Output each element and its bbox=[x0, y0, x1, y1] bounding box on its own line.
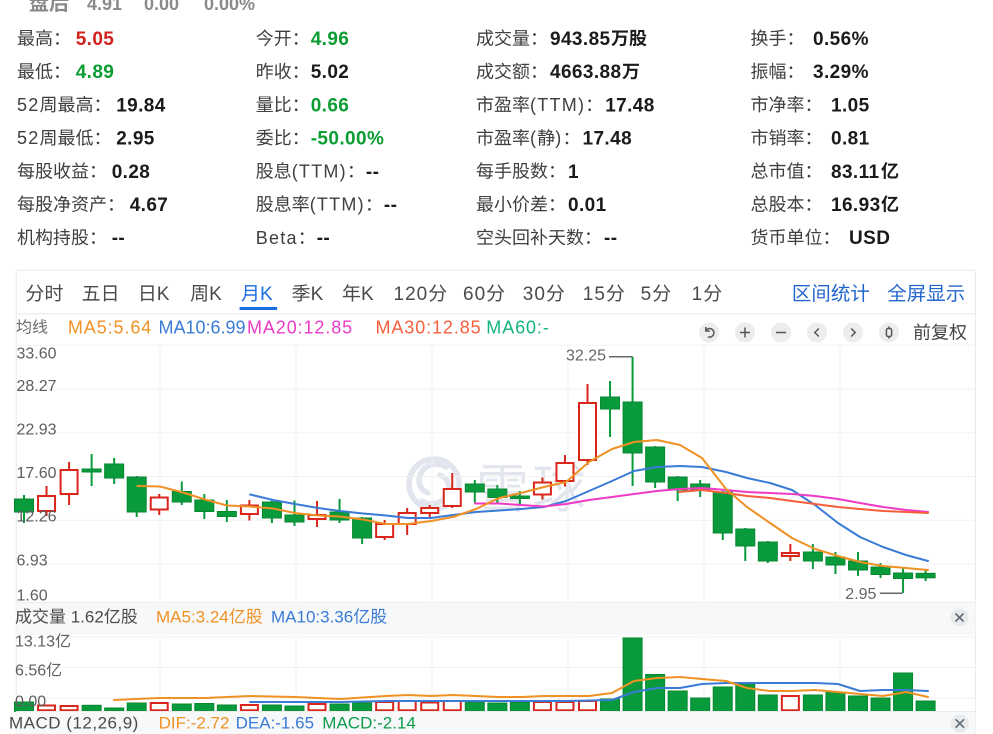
svg-text:17.60: 17.60 bbox=[17, 465, 57, 482]
svg-text:5.05: 5.05 bbox=[76, 29, 115, 50]
svg-text:16.93: 16.93 bbox=[831, 195, 881, 216]
svg-text:(TTM): (TTM) bbox=[310, 195, 365, 215]
svg-text:2.95: 2.95 bbox=[845, 586, 876, 603]
svg-text:120: 120 bbox=[394, 284, 429, 305]
svg-text:0.81: 0.81 bbox=[831, 129, 870, 150]
svg-text:15: 15 bbox=[583, 284, 606, 305]
svg-text:1.60: 1.60 bbox=[17, 588, 48, 605]
svg-text:6.93: 6.93 bbox=[17, 552, 48, 569]
svg-text:2.95: 2.95 bbox=[116, 129, 155, 150]
svg-text:MA20:12.85: MA20:12.85 bbox=[247, 317, 353, 337]
svg-text:17.48: 17.48 bbox=[605, 95, 655, 116]
svg-text:30: 30 bbox=[523, 284, 546, 305]
svg-text:Beta: Beta bbox=[256, 228, 298, 248]
svg-text:MACD (12,26,9): MACD (12,26,9) bbox=[9, 714, 139, 733]
svg-text:(TTM): (TTM) bbox=[292, 161, 347, 181]
svg-text:943.85: 943.85 bbox=[550, 29, 611, 50]
svg-text:52: 52 bbox=[17, 128, 40, 148]
svg-text:1.05: 1.05 bbox=[831, 95, 870, 116]
svg-text:MA60:-: MA60:- bbox=[486, 317, 549, 337]
svg-text:): ) bbox=[555, 128, 562, 148]
svg-text:K: K bbox=[311, 284, 325, 305]
svg-text:52: 52 bbox=[17, 95, 40, 115]
svg-text:5.02: 5.02 bbox=[311, 62, 350, 83]
svg-text:-50.00%: -50.00% bbox=[311, 129, 385, 150]
svg-text:3.29%: 3.29% bbox=[813, 62, 869, 83]
svg-text:0.00: 0.00 bbox=[15, 693, 46, 710]
svg-text:1: 1 bbox=[568, 162, 579, 183]
svg-text:0.00%: 0.00% bbox=[204, 0, 255, 14]
svg-text:28.27: 28.27 bbox=[17, 378, 57, 395]
svg-text:K: K bbox=[260, 284, 274, 305]
svg-text:USD: USD bbox=[849, 228, 890, 249]
svg-text:1.62: 1.62 bbox=[66, 608, 104, 627]
svg-text:MA30:12.85: MA30:12.85 bbox=[376, 317, 482, 337]
svg-text:1: 1 bbox=[692, 284, 704, 305]
svg-text:32.25: 32.25 bbox=[566, 348, 606, 365]
svg-text:60: 60 bbox=[463, 284, 486, 305]
svg-text:4.67: 4.67 bbox=[130, 195, 169, 216]
svg-text:0.66: 0.66 bbox=[311, 95, 350, 116]
svg-text:0.56%: 0.56% bbox=[813, 29, 869, 50]
svg-text:33.60: 33.60 bbox=[17, 345, 57, 362]
svg-text:12.26: 12.26 bbox=[17, 509, 57, 526]
svg-text:--: -- bbox=[317, 228, 330, 249]
svg-text:MACD:-2.14: MACD:-2.14 bbox=[322, 714, 416, 733]
svg-text:--: -- bbox=[604, 228, 617, 249]
svg-text:19.84: 19.84 bbox=[116, 95, 166, 116]
svg-text:6.56: 6.56 bbox=[15, 663, 46, 680]
svg-text:4.96: 4.96 bbox=[311, 29, 350, 50]
svg-text:DIF:-2.72: DIF:-2.72 bbox=[159, 714, 230, 733]
svg-text:MA10:3.36: MA10:3.36 bbox=[271, 608, 353, 627]
svg-text:MA10:6.99: MA10:6.99 bbox=[159, 317, 246, 337]
svg-text:4.89: 4.89 bbox=[76, 62, 115, 83]
svg-text:0.01: 0.01 bbox=[568, 195, 607, 216]
svg-text:5: 5 bbox=[641, 284, 653, 305]
svg-text:--: -- bbox=[384, 195, 397, 216]
svg-text:4663.88: 4663.88 bbox=[550, 62, 621, 83]
svg-text:K: K bbox=[157, 284, 171, 305]
svg-text:--: -- bbox=[366, 162, 379, 183]
svg-text:K: K bbox=[209, 284, 223, 305]
svg-text:22.93: 22.93 bbox=[17, 422, 57, 439]
svg-text:17.48: 17.48 bbox=[583, 129, 633, 150]
svg-text:--: -- bbox=[112, 228, 125, 249]
svg-text:13.13: 13.13 bbox=[15, 634, 55, 651]
svg-text:4.91: 4.91 bbox=[87, 0, 122, 14]
svg-text:MA5:3.24: MA5:3.24 bbox=[156, 608, 229, 627]
svg-text:(: ( bbox=[530, 128, 537, 148]
svg-text:0.00: 0.00 bbox=[144, 0, 179, 14]
svg-text:0.28: 0.28 bbox=[112, 162, 151, 183]
svg-text:(TTM): (TTM) bbox=[530, 95, 585, 115]
svg-text:DEA:-1.65: DEA:-1.65 bbox=[236, 714, 314, 733]
svg-text:MA5:5.64: MA5:5.64 bbox=[68, 317, 152, 337]
svg-text:83.11: 83.11 bbox=[831, 162, 880, 183]
svg-text:K: K bbox=[361, 284, 375, 305]
